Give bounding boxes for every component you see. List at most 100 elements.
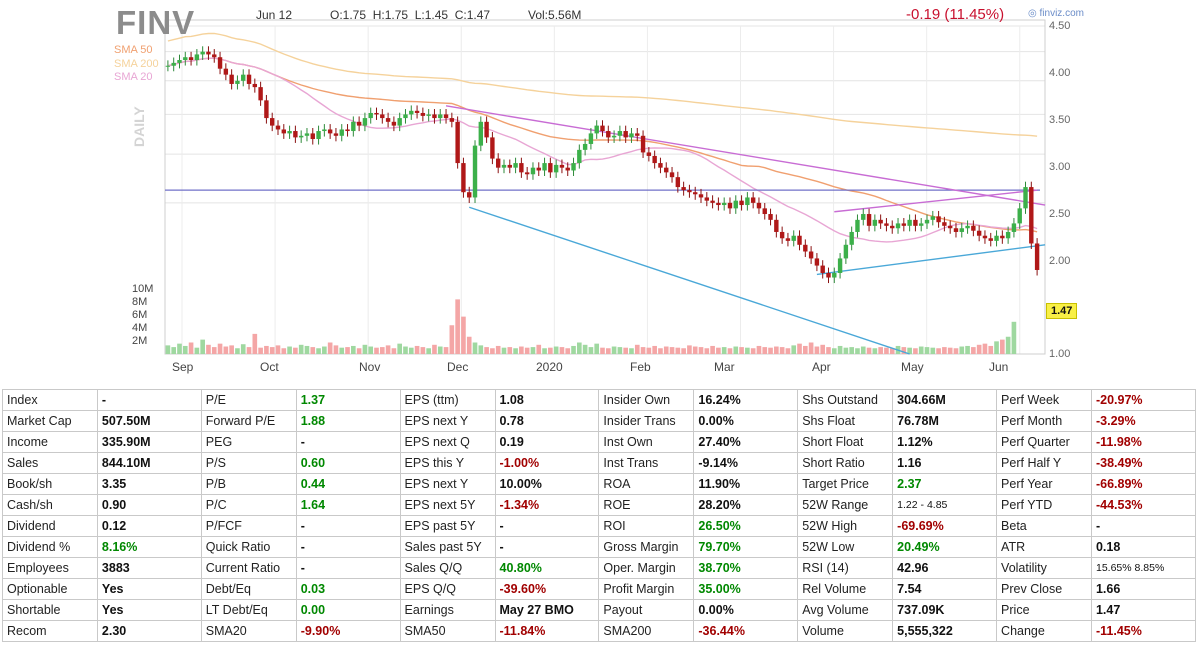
metric-label[interactable]: P/S (200, 452, 297, 474)
volume-bar (182, 345, 188, 354)
metric-label[interactable]: Book/sh (2, 473, 98, 495)
metric-label[interactable]: P/B (200, 473, 297, 495)
metric-label[interactable]: PEG (200, 431, 297, 453)
metric-label[interactable]: EPS next Y (399, 473, 496, 495)
metric-label[interactable]: P/C (200, 494, 297, 516)
table-row: Shortable Yes LT Debt/Eq 0.00 Earnings May 27… (2, 599, 1197, 621)
ticker-symbol[interactable]: FINV (116, 4, 196, 41)
metric-label[interactable]: EPS next Y (399, 410, 496, 432)
metric-label[interactable]: Prev Close (996, 578, 1092, 600)
metric-label[interactable]: Insider Trans (598, 410, 695, 432)
volume-bar (866, 347, 872, 354)
metric-label[interactable]: Perf Week (996, 389, 1092, 411)
metric-label[interactable]: LT Debt/Eq (200, 599, 297, 621)
metric-label[interactable]: Shs Outstand (797, 389, 894, 411)
metric-label[interactable]: ROA (598, 473, 695, 495)
metric-label[interactable]: Short Ratio (797, 452, 894, 474)
metric-label[interactable]: EPS next 5Y (399, 494, 496, 516)
metric-label[interactable]: Perf YTD (996, 494, 1092, 516)
candle-body (953, 228, 959, 232)
metric-label[interactable]: Dividend (2, 515, 98, 537)
metric-label[interactable]: EPS past 5Y (399, 515, 496, 537)
volume-bar (785, 348, 791, 354)
candle-body (884, 223, 889, 226)
metric-label[interactable]: ROE (598, 494, 695, 516)
finviz-brand-link[interactable]: ◎ finviz.com (1028, 8, 1084, 19)
volume-bar (681, 348, 686, 354)
metric-label[interactable]: Income (2, 431, 98, 453)
metric-label[interactable]: Perf Month (996, 410, 1092, 432)
metric-label[interactable]: Perf Year (996, 473, 1092, 495)
metric-label[interactable]: Earnings (399, 599, 496, 621)
metric-label[interactable]: SMA50 (399, 620, 496, 642)
metric-label[interactable]: EPS (ttm) (399, 389, 496, 411)
metric-label[interactable]: Employees (2, 557, 98, 579)
metric-label[interactable]: Recom (2, 620, 98, 642)
metric-label[interactable]: Index (2, 389, 98, 411)
metric-label[interactable]: RSI (14) (797, 557, 894, 579)
metric-label[interactable]: Oper. Margin (598, 557, 695, 579)
metric-label[interactable]: P/E (200, 389, 297, 411)
metric-label[interactable]: Perf Quarter (996, 431, 1092, 453)
metric-label[interactable]: Forward P/E (200, 410, 297, 432)
metric-label[interactable]: P/FCF (200, 515, 297, 537)
metric-label[interactable]: Beta (996, 515, 1092, 537)
metric-label[interactable]: ROI (598, 515, 695, 537)
metric-label[interactable]: Change (996, 620, 1092, 642)
volume-bar (878, 347, 883, 354)
metric-label[interactable]: Volatility (996, 557, 1092, 579)
metric-label[interactable]: Price (996, 599, 1092, 621)
metric-label[interactable]: Dividend % (2, 536, 98, 558)
metric-label[interactable]: 52W High (797, 515, 894, 537)
candle-body (385, 118, 391, 122)
volume-bar (536, 344, 542, 354)
metric-label[interactable]: 52W Low (797, 536, 894, 558)
candle-body (362, 118, 368, 126)
metric-label[interactable]: Quick Ratio (200, 536, 297, 558)
metric-label[interactable]: EPS Q/Q (399, 578, 496, 600)
price-axis-label: 4.50 (1049, 20, 1071, 32)
candle-body (965, 225, 970, 229)
metric-label[interactable]: Sales Q/Q (399, 557, 496, 579)
metric-label[interactable]: Shortable (2, 599, 98, 621)
metric-label[interactable]: Current Ratio (200, 557, 297, 579)
metric-label[interactable]: Shs Float (797, 410, 894, 432)
metric-value: 1.08 (494, 389, 600, 411)
metric-label[interactable]: Profit Margin (598, 578, 695, 600)
metric-label[interactable]: Avg Volume (797, 599, 894, 621)
candle-body (438, 114, 443, 119)
metric-label[interactable]: Optionable (2, 578, 98, 600)
metric-label[interactable]: Inst Trans (598, 452, 695, 474)
metric-label[interactable]: Volume (797, 620, 894, 642)
volume-bar (634, 344, 640, 354)
metric-label[interactable]: Inst Own (598, 431, 695, 453)
volume-bar (600, 347, 605, 354)
volume-bar (327, 342, 333, 354)
price-chart[interactable]: FINV Jun 12 O:1.75 H:1.75 L:1.45 C:1.47 … (0, 0, 1199, 384)
metric-label[interactable]: Perf Half Y (996, 452, 1092, 474)
metric-label[interactable]: Debt/Eq (200, 578, 297, 600)
metric-label[interactable]: Sales (2, 452, 98, 474)
metric-label[interactable]: EPS this Y (399, 452, 496, 474)
metric-label[interactable]: Rel Volume (797, 578, 894, 600)
metric-label[interactable]: Gross Margin (598, 536, 695, 558)
metric-label[interactable]: Market Cap (2, 410, 98, 432)
metric-label[interactable]: Sales past 5Y (399, 536, 496, 558)
metric-label[interactable]: Payout (598, 599, 695, 621)
volume-axis-label: 8M (132, 296, 148, 308)
metric-label[interactable]: SMA20 (200, 620, 297, 642)
metric-label[interactable]: 52W Range (797, 494, 894, 516)
metric-label[interactable]: Short Float (797, 431, 894, 453)
metric-label[interactable]: SMA200 (598, 620, 695, 642)
metric-label[interactable]: Cash/sh (2, 494, 98, 516)
metric-label[interactable]: EPS next Q (399, 431, 496, 453)
volume-bar (200, 339, 205, 354)
metric-label[interactable]: Insider Own (598, 389, 695, 411)
candle-body (762, 208, 767, 215)
volume-bar (530, 347, 536, 354)
candle-body (1005, 231, 1011, 239)
metric-label[interactable]: Target Price (797, 473, 894, 495)
volume-bar (687, 345, 692, 354)
metric-label[interactable]: ATR (996, 536, 1092, 558)
metric-value: 0.18 (1090, 536, 1197, 558)
